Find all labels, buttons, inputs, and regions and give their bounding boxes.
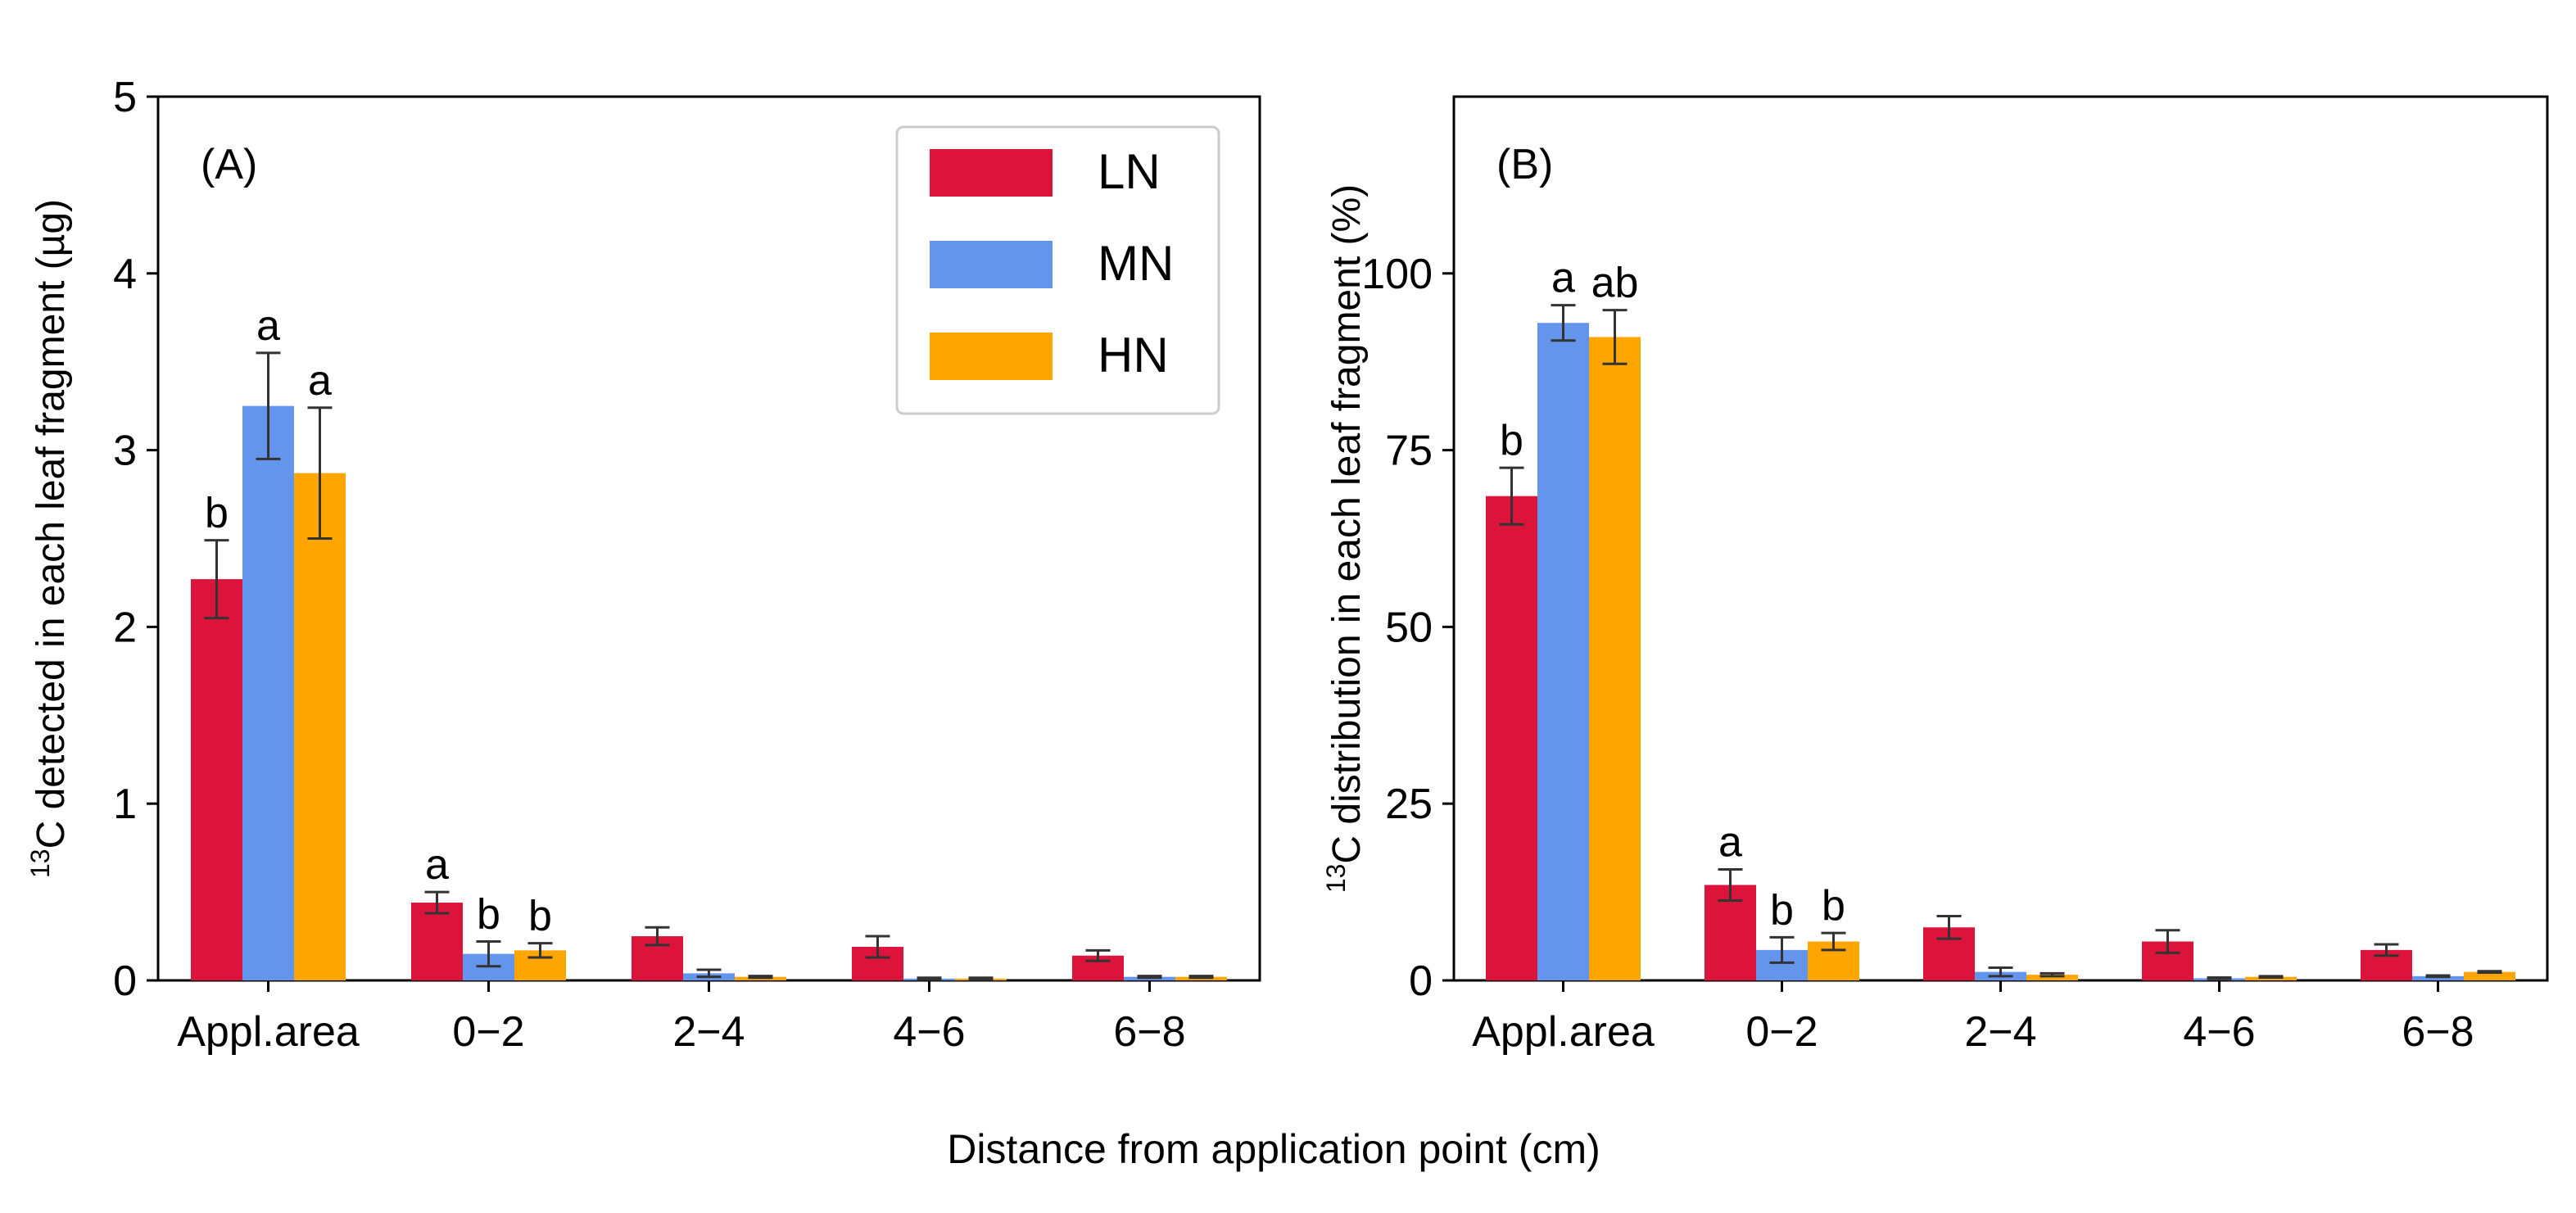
x-tick-label: 6−8: [1113, 1008, 1185, 1056]
y-axis-label-superscript: 13: [1321, 864, 1351, 894]
legend-label-ln: LN: [1098, 144, 1161, 199]
x-tick-label: 0−2: [452, 1008, 524, 1056]
significance-letter: ab: [1591, 260, 1639, 307]
x-tick-label: 6−8: [2402, 1008, 2474, 1056]
shared-x-axis-label: Distance from application point (cm): [947, 1126, 1600, 1172]
bar-hn: [2464, 971, 2515, 980]
significance-letter: a: [1718, 818, 1742, 866]
bar-ln: [191, 579, 242, 980]
significance-letter: a: [256, 302, 280, 350]
x-tick-label: Appl.area: [177, 1008, 360, 1056]
y-tick-label: 50: [1385, 604, 1433, 651]
bar-hn: [2026, 975, 2078, 980]
legend-swatch-ln: [930, 149, 1053, 197]
y-tick-label: 2: [113, 604, 137, 651]
significance-letter: b: [1822, 882, 1845, 930]
bar-ln: [411, 903, 463, 980]
significance-letter: b: [1770, 886, 1794, 934]
significance-letter: a: [425, 841, 449, 889]
panel-label: (A): [201, 141, 257, 188]
x-tick-label: 2−4: [1964, 1008, 2036, 1056]
y-tick-label: 3: [113, 428, 137, 475]
y-tick-label: 0: [113, 957, 137, 1005]
y-tick-label: 25: [1385, 781, 1433, 828]
bar-mn: [242, 405, 294, 980]
significance-letter: a: [308, 357, 332, 405]
bar-mn: [2412, 975, 2464, 980]
y-axis-label: 13C detected in each leaf fragment (µg): [25, 199, 73, 878]
legend-swatch-hn: [930, 333, 1053, 380]
y-tick-label: 1: [113, 781, 137, 828]
y-tick-label: 75: [1385, 428, 1433, 475]
x-tick-label: Appl.area: [1472, 1008, 1655, 1056]
y-axis-label: 13C distribution in each leaf fragment (…: [1321, 184, 1369, 893]
legend-label-mn: MN: [1098, 236, 1174, 291]
significance-letter: a: [1551, 255, 1575, 302]
bar-ln: [1486, 496, 1537, 980]
significance-letter: b: [1500, 417, 1523, 464]
y-tick-label: 4: [113, 251, 137, 298]
y-tick-label: 5: [113, 74, 137, 121]
legend-label-hn: HN: [1098, 328, 1169, 382]
y-axis-label-superscript: 13: [25, 849, 55, 878]
x-tick-label: 0−2: [1745, 1008, 1818, 1056]
significance-letter: b: [477, 891, 500, 939]
bar-hn: [294, 473, 346, 980]
x-tick-label: 4−6: [2183, 1008, 2255, 1056]
x-tick-label: 4−6: [893, 1008, 965, 1056]
significance-letter: b: [205, 490, 229, 537]
bar-mn: [1537, 323, 1589, 980]
significance-letter: b: [528, 893, 552, 940]
x-tick-label: 2−4: [672, 1008, 745, 1056]
y-tick-label: 0: [1409, 957, 1433, 1005]
y-axis-label-text: C detected in each leaf fragment (µg): [29, 199, 73, 849]
legend: LN MN HN: [895, 125, 1220, 415]
panel-label: (B): [1496, 141, 1553, 188]
legend-swatch-mn: [930, 241, 1053, 288]
y-tick-label: 100: [1361, 251, 1433, 298]
y-axis-label-text: C distribution in each leaf fragment (%): [1325, 184, 1369, 864]
bar-hn: [1589, 337, 1641, 980]
